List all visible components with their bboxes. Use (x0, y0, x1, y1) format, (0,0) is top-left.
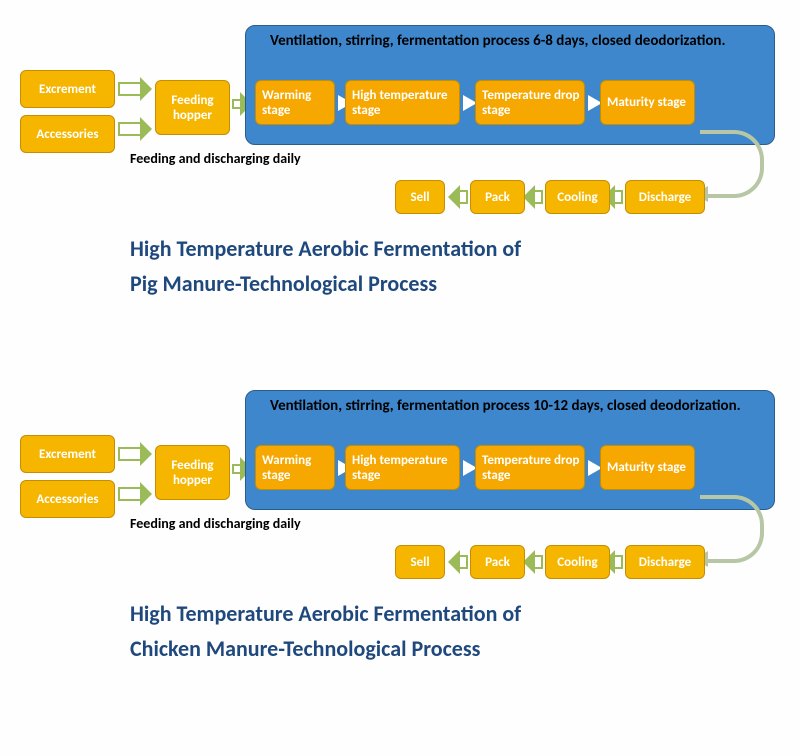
stage-2: Temperature drop stage (475, 80, 585, 125)
arrow-icon (525, 551, 543, 573)
arrow-icon (118, 118, 150, 140)
feeding-hopper: Feeding hopper (155, 80, 230, 135)
input-excrement: Excrement (20, 70, 115, 108)
diagram-title-line1: High Temperature Aerobic Fermentation of (130, 600, 521, 627)
arrow-icon (118, 483, 150, 505)
output-sell: Sell (395, 545, 445, 579)
output-cooling: Cooling (545, 545, 610, 579)
panel-description: Ventilation, stirring, fermentation proc… (270, 32, 760, 50)
daily-caption: Feeding and discharging daily (130, 515, 301, 532)
input-excrement: Excrement (20, 435, 115, 473)
input-accessories: Accessories (20, 115, 115, 153)
output-discharge: Discharge (625, 180, 705, 214)
arrow-icon (118, 78, 150, 100)
arrow-icon (118, 443, 150, 465)
stage-3: Maturity stage (600, 445, 695, 490)
output-pack: Pack (470, 545, 525, 579)
stage-1: High temperature stage (345, 80, 460, 125)
stage-1: High temperature stage (345, 445, 460, 490)
panel-description: Ventilation, stirring, fermentation proc… (270, 397, 760, 415)
diagram-title-line2: Pig Manure-Technological Process (130, 270, 437, 297)
stage-2: Temperature drop stage (475, 445, 585, 490)
feeding-hopper: Feeding hopper (155, 445, 230, 500)
curved-arrow-icon (700, 495, 764, 563)
output-pack: Pack (470, 180, 525, 214)
arrow-icon (450, 186, 468, 208)
diagram-title-line1: High Temperature Aerobic Fermentation of (130, 235, 521, 262)
output-sell: Sell (395, 180, 445, 214)
curved-arrow-icon (700, 130, 764, 198)
output-cooling: Cooling (545, 180, 610, 214)
diagram-title-line2: Chicken Manure-Technological Process (130, 635, 480, 662)
daily-caption: Feeding and discharging daily (130, 150, 301, 167)
stage-3: Maturity stage (600, 80, 695, 125)
stage-0: Warming stage (255, 445, 335, 490)
stage-0: Warming stage (255, 80, 335, 125)
arrow-icon (450, 551, 468, 573)
output-discharge: Discharge (625, 545, 705, 579)
arrow-icon (525, 186, 543, 208)
input-accessories: Accessories (20, 480, 115, 518)
